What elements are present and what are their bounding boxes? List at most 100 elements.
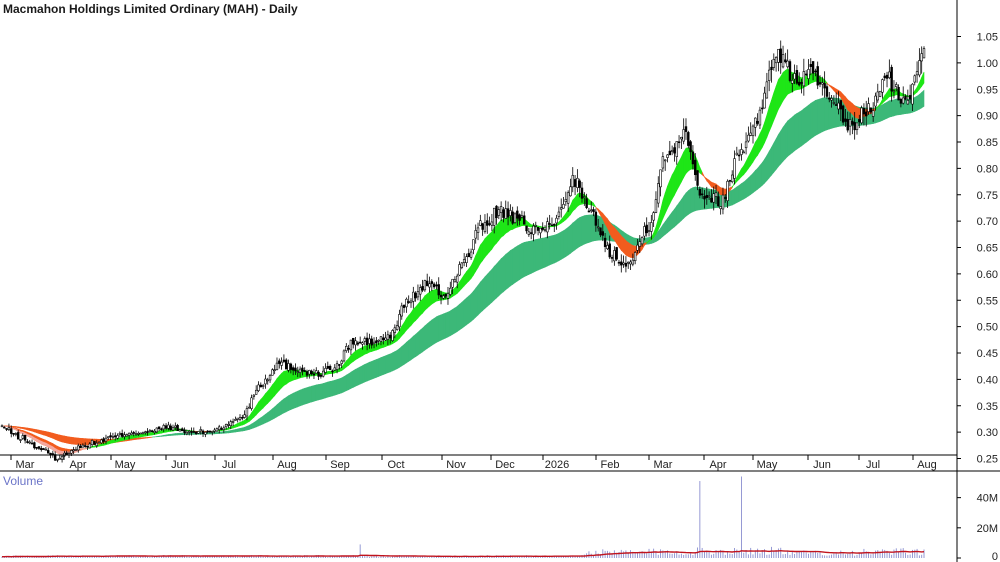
candle-body <box>571 175 574 188</box>
candle-body <box>375 340 378 344</box>
candle-body <box>795 70 799 84</box>
long-band-segment <box>244 425 248 431</box>
candle <box>40 445 43 452</box>
candle-body <box>321 370 325 377</box>
long-band-segment <box>355 367 359 387</box>
long-band-segment <box>315 384 319 401</box>
long-band-segment <box>764 154 768 184</box>
candle-body <box>848 119 852 127</box>
candle-body <box>878 90 882 97</box>
candle <box>673 143 676 162</box>
candle <box>700 187 704 199</box>
candle-body <box>167 424 170 429</box>
long-band-segment <box>794 112 798 152</box>
candle-body <box>666 154 669 158</box>
candle-body <box>460 262 464 268</box>
candle-body <box>185 431 189 435</box>
long-band-segment <box>302 387 306 406</box>
candle <box>492 207 496 234</box>
candle-body <box>384 337 387 341</box>
candle-body <box>772 58 775 68</box>
candle <box>791 73 794 93</box>
candle-body <box>308 369 311 375</box>
candle <box>506 201 510 226</box>
candle-body <box>40 448 43 450</box>
long-band-segment <box>477 281 481 316</box>
long-band-segment <box>406 339 409 364</box>
short-band-segment <box>242 419 245 426</box>
candle <box>855 122 859 135</box>
candle-body <box>435 284 438 287</box>
candle-body <box>737 154 741 157</box>
long-band-segment <box>396 347 400 370</box>
candle-body <box>197 431 200 434</box>
candle-body <box>190 431 193 433</box>
candle <box>310 369 313 376</box>
long-band-segment <box>486 271 490 308</box>
candle-body <box>65 452 68 455</box>
candle <box>781 45 785 69</box>
short-band-segment <box>664 185 668 214</box>
candle-body <box>516 210 519 219</box>
long-band-segment <box>168 433 171 436</box>
long-band-segment <box>225 430 229 434</box>
candle <box>610 254 614 263</box>
short-band-segment <box>782 69 786 102</box>
long-band-segment <box>805 104 809 143</box>
short-band-segment <box>572 196 576 212</box>
candle-body <box>261 385 265 387</box>
candle <box>650 214 653 240</box>
candle <box>315 367 318 374</box>
long-band-segment <box>449 308 453 337</box>
long-band-segment <box>433 316 437 345</box>
long-band-segment <box>461 299 465 329</box>
long-band-segment <box>484 273 488 310</box>
long-band-segment <box>415 331 419 358</box>
time-tick-label: Feb <box>601 459 620 471</box>
candle <box>580 182 584 203</box>
candle <box>460 261 464 270</box>
candle <box>23 434 27 444</box>
price-tick-label: 0.80 <box>977 163 998 175</box>
candle-body <box>379 336 383 342</box>
candle <box>613 246 616 266</box>
long-band-segment <box>741 181 745 201</box>
candle <box>273 364 276 375</box>
candle <box>294 363 297 375</box>
candle-body <box>548 223 551 225</box>
candle-body <box>400 305 403 317</box>
candle-body <box>874 95 877 107</box>
candle <box>400 302 403 320</box>
long-band-segment <box>563 228 567 259</box>
candle-body <box>541 227 544 230</box>
candle-body <box>257 384 260 391</box>
candle-body <box>141 432 145 435</box>
candle <box>516 206 519 226</box>
candle-body <box>215 428 219 432</box>
short-band-segment <box>729 186 733 192</box>
candle <box>250 394 253 411</box>
candle-body <box>213 429 216 432</box>
short-band-segment <box>408 312 412 329</box>
candle <box>837 91 840 115</box>
candle-body <box>682 129 685 142</box>
price-tick-label: 0.35 <box>977 401 998 413</box>
candle <box>834 92 838 106</box>
candle <box>435 281 438 290</box>
candle <box>201 429 205 438</box>
price-tick-label: 1.00 <box>977 58 998 70</box>
candle-body <box>137 433 140 435</box>
candle <box>21 433 24 440</box>
candle-body <box>599 227 602 236</box>
long-band-segment <box>683 192 687 219</box>
long-band-segment <box>373 359 377 379</box>
candle-body <box>576 177 579 188</box>
candle <box>571 167 574 193</box>
long-band-segment <box>778 130 782 168</box>
long-band-segment <box>295 390 299 409</box>
candle <box>118 431 122 438</box>
candle <box>476 222 480 241</box>
candle <box>566 190 570 212</box>
candle-body <box>33 442 36 449</box>
candle-body <box>273 369 276 371</box>
